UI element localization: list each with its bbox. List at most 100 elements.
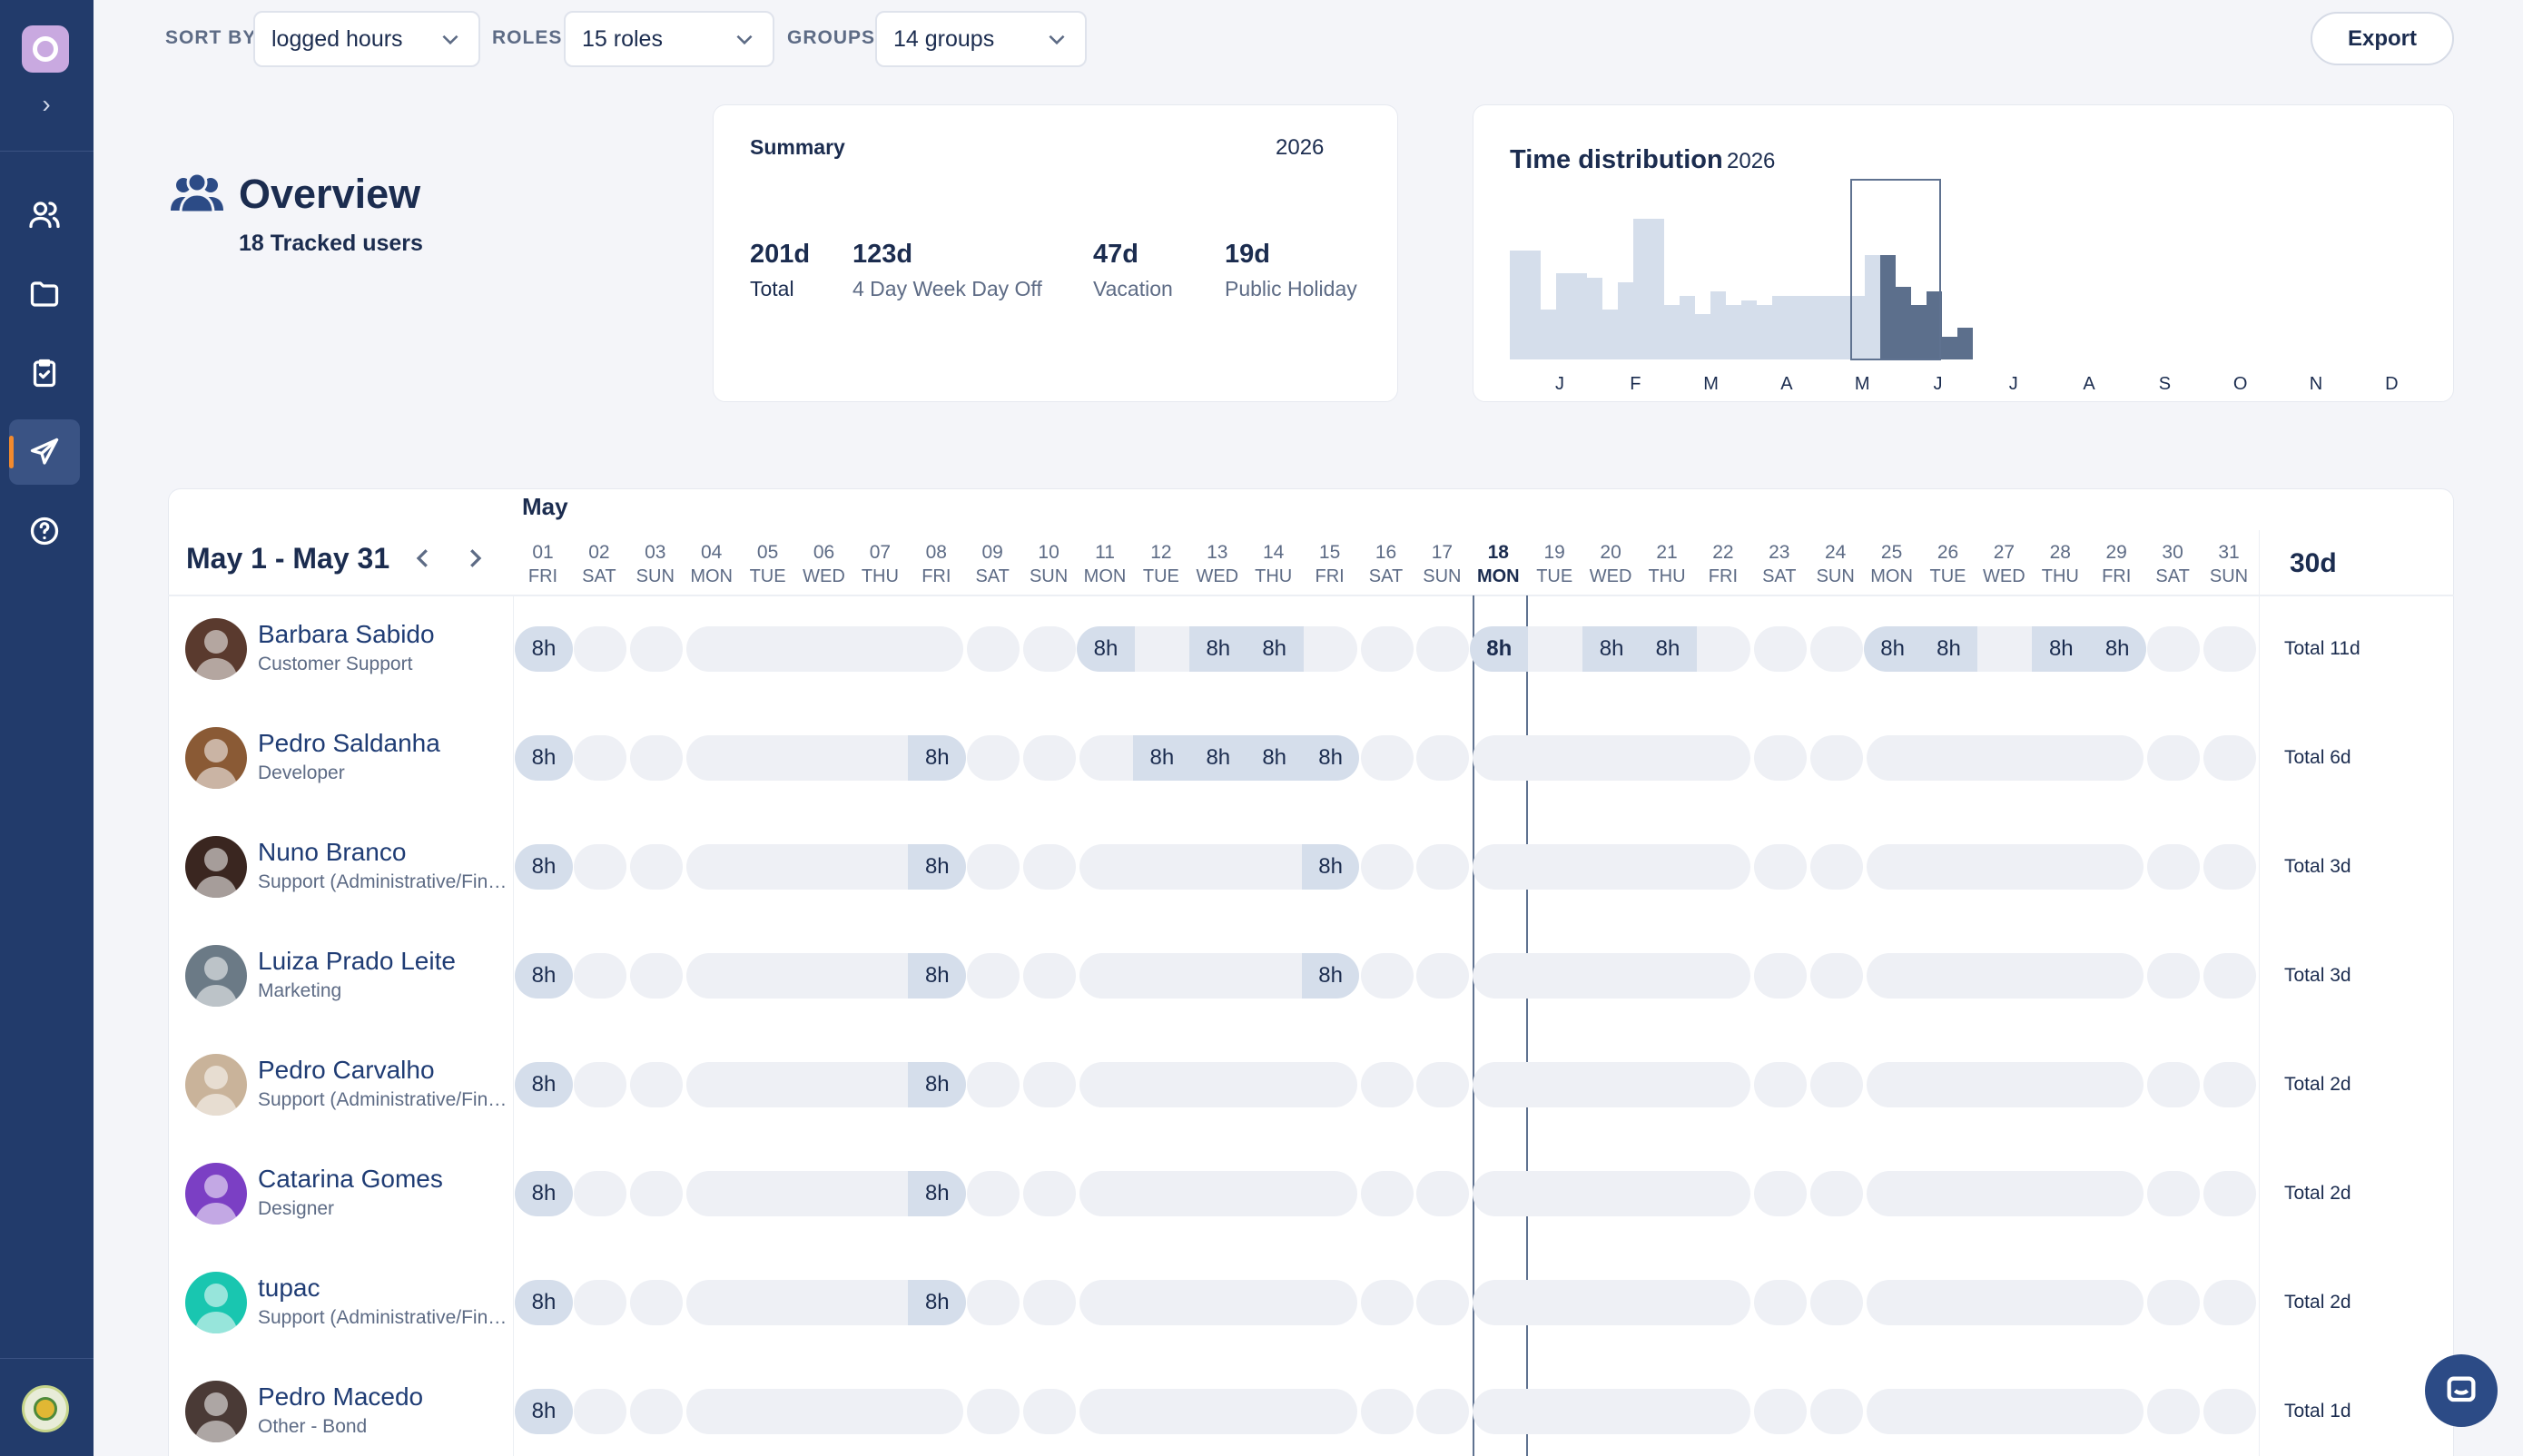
logged-day-cell[interactable] <box>908 1062 967 1107</box>
user-name[interactable]: Luiza Prado Leite <box>258 947 456 975</box>
logged-day-cell[interactable] <box>1077 626 1135 672</box>
day-cell[interactable] <box>967 1171 1020 1216</box>
day-cell[interactable] <box>1023 1280 1077 1325</box>
day-cell[interactable] <box>1360 735 1414 781</box>
day-cell[interactable] <box>1809 1171 1863 1216</box>
day-cell[interactable] <box>1360 1062 1414 1107</box>
day-cell[interactable] <box>1023 1062 1077 1107</box>
logged-day-cell[interactable] <box>1582 626 1641 672</box>
day-cell[interactable] <box>629 1171 683 1216</box>
logged-day-cell[interactable] <box>515 1062 573 1107</box>
day-cell[interactable] <box>2147 626 2201 672</box>
day-cell[interactable] <box>2203 735 2256 781</box>
chat-button[interactable] <box>2425 1354 2498 1427</box>
day-cell[interactable] <box>2203 1280 2256 1325</box>
logged-day-cell[interactable] <box>515 1389 573 1434</box>
day-cell[interactable] <box>573 1062 626 1107</box>
day-cell[interactable] <box>1416 1171 1470 1216</box>
nav-time-off[interactable] <box>9 419 80 485</box>
day-cell[interactable] <box>1473 735 1750 781</box>
day-cell[interactable] <box>2147 953 2201 999</box>
day-cell[interactable] <box>1079 1389 1357 1434</box>
day-cell[interactable] <box>2147 1280 2201 1325</box>
user-avatar[interactable] <box>185 1163 247 1225</box>
logged-day-cell[interactable] <box>1132 735 1191 781</box>
day-cell[interactable] <box>1473 953 1750 999</box>
logged-day-cell[interactable] <box>1470 626 1529 672</box>
day-cell[interactable] <box>1023 626 1077 672</box>
day-cell[interactable] <box>685 626 964 672</box>
day-cell[interactable] <box>2203 1062 2256 1107</box>
day-cell[interactable] <box>2147 1062 2201 1107</box>
day-cell[interactable] <box>1866 953 2144 999</box>
day-cell[interactable] <box>1753 1280 1807 1325</box>
day-cell[interactable] <box>1416 1280 1470 1325</box>
day-cell[interactable] <box>1416 1389 1470 1434</box>
day-cell[interactable] <box>1473 1280 1750 1325</box>
day-cell[interactable] <box>1360 953 1414 999</box>
day-cell[interactable] <box>1023 844 1077 890</box>
user-name[interactable]: Pedro Macedo <box>258 1382 424 1411</box>
day-cell[interactable] <box>1360 844 1414 890</box>
next-month-button[interactable] <box>461 542 488 575</box>
day-cell[interactable] <box>1416 1062 1470 1107</box>
user-avatar[interactable] <box>185 945 247 1007</box>
day-cell[interactable] <box>629 1389 683 1434</box>
day-cell[interactable] <box>1809 735 1863 781</box>
day-cell[interactable] <box>1753 1389 1807 1434</box>
logged-day-cell[interactable] <box>908 1280 967 1325</box>
day-cell[interactable] <box>1809 626 1863 672</box>
day-cell[interactable] <box>1473 1389 1750 1434</box>
day-cell[interactable] <box>1753 735 1807 781</box>
user-name[interactable]: Pedro Saldanha <box>258 729 440 757</box>
day-cell[interactable] <box>573 953 626 999</box>
day-cell[interactable] <box>629 626 683 672</box>
day-cell[interactable] <box>967 1062 1020 1107</box>
logged-day-cell[interactable] <box>1188 735 1247 781</box>
user-avatar[interactable] <box>185 836 247 898</box>
logged-day-cell[interactable] <box>1188 626 1247 672</box>
day-cell[interactable] <box>1360 626 1414 672</box>
logged-day-cell[interactable] <box>1639 626 1697 672</box>
day-cell[interactable] <box>1473 1171 1750 1216</box>
logged-day-cell[interactable] <box>515 626 573 672</box>
day-cell[interactable] <box>1023 1171 1077 1216</box>
day-cell[interactable] <box>967 844 1020 890</box>
nav-help[interactable] <box>9 498 80 564</box>
day-cell[interactable] <box>1866 1062 2144 1107</box>
day-cell[interactable] <box>967 953 1020 999</box>
chevron-right-icon[interactable]: › <box>42 90 51 118</box>
day-cell[interactable] <box>2147 1171 2201 1216</box>
day-cell[interactable] <box>2147 735 2201 781</box>
logged-day-cell[interactable] <box>908 735 967 781</box>
day-cell[interactable] <box>1079 1171 1357 1216</box>
day-cell[interactable] <box>1753 844 1807 890</box>
organization-avatar[interactable] <box>22 1385 69 1432</box>
logged-day-cell[interactable] <box>908 953 967 999</box>
nav-people[interactable] <box>9 182 80 247</box>
user-name[interactable]: tupac <box>258 1274 320 1302</box>
day-cell[interactable] <box>967 1389 1020 1434</box>
day-cell[interactable] <box>1416 735 1470 781</box>
day-cell[interactable] <box>967 1280 1020 1325</box>
export-button[interactable]: Export <box>2311 12 2454 65</box>
logged-day-cell[interactable] <box>1245 626 1304 672</box>
logged-day-cell[interactable] <box>515 953 573 999</box>
day-cell[interactable] <box>1360 1171 1414 1216</box>
day-cell[interactable] <box>1753 626 1807 672</box>
user-avatar[interactable] <box>185 618 247 680</box>
day-cell[interactable] <box>629 1062 683 1107</box>
day-cell[interactable] <box>1809 1280 1863 1325</box>
nav-tasks[interactable] <box>9 340 80 406</box>
day-cell[interactable] <box>2147 844 2201 890</box>
day-cell[interactable] <box>629 953 683 999</box>
day-cell[interactable] <box>573 844 626 890</box>
day-cell[interactable] <box>573 1171 626 1216</box>
day-cell[interactable] <box>1866 1389 2144 1434</box>
groups-select[interactable]: 14 groups <box>875 11 1087 67</box>
prev-month-button[interactable] <box>409 542 437 575</box>
day-cell[interactable] <box>1809 1389 1863 1434</box>
logged-day-cell[interactable] <box>515 1171 573 1216</box>
day-cell[interactable] <box>1866 735 2144 781</box>
day-cell[interactable] <box>1809 844 1863 890</box>
